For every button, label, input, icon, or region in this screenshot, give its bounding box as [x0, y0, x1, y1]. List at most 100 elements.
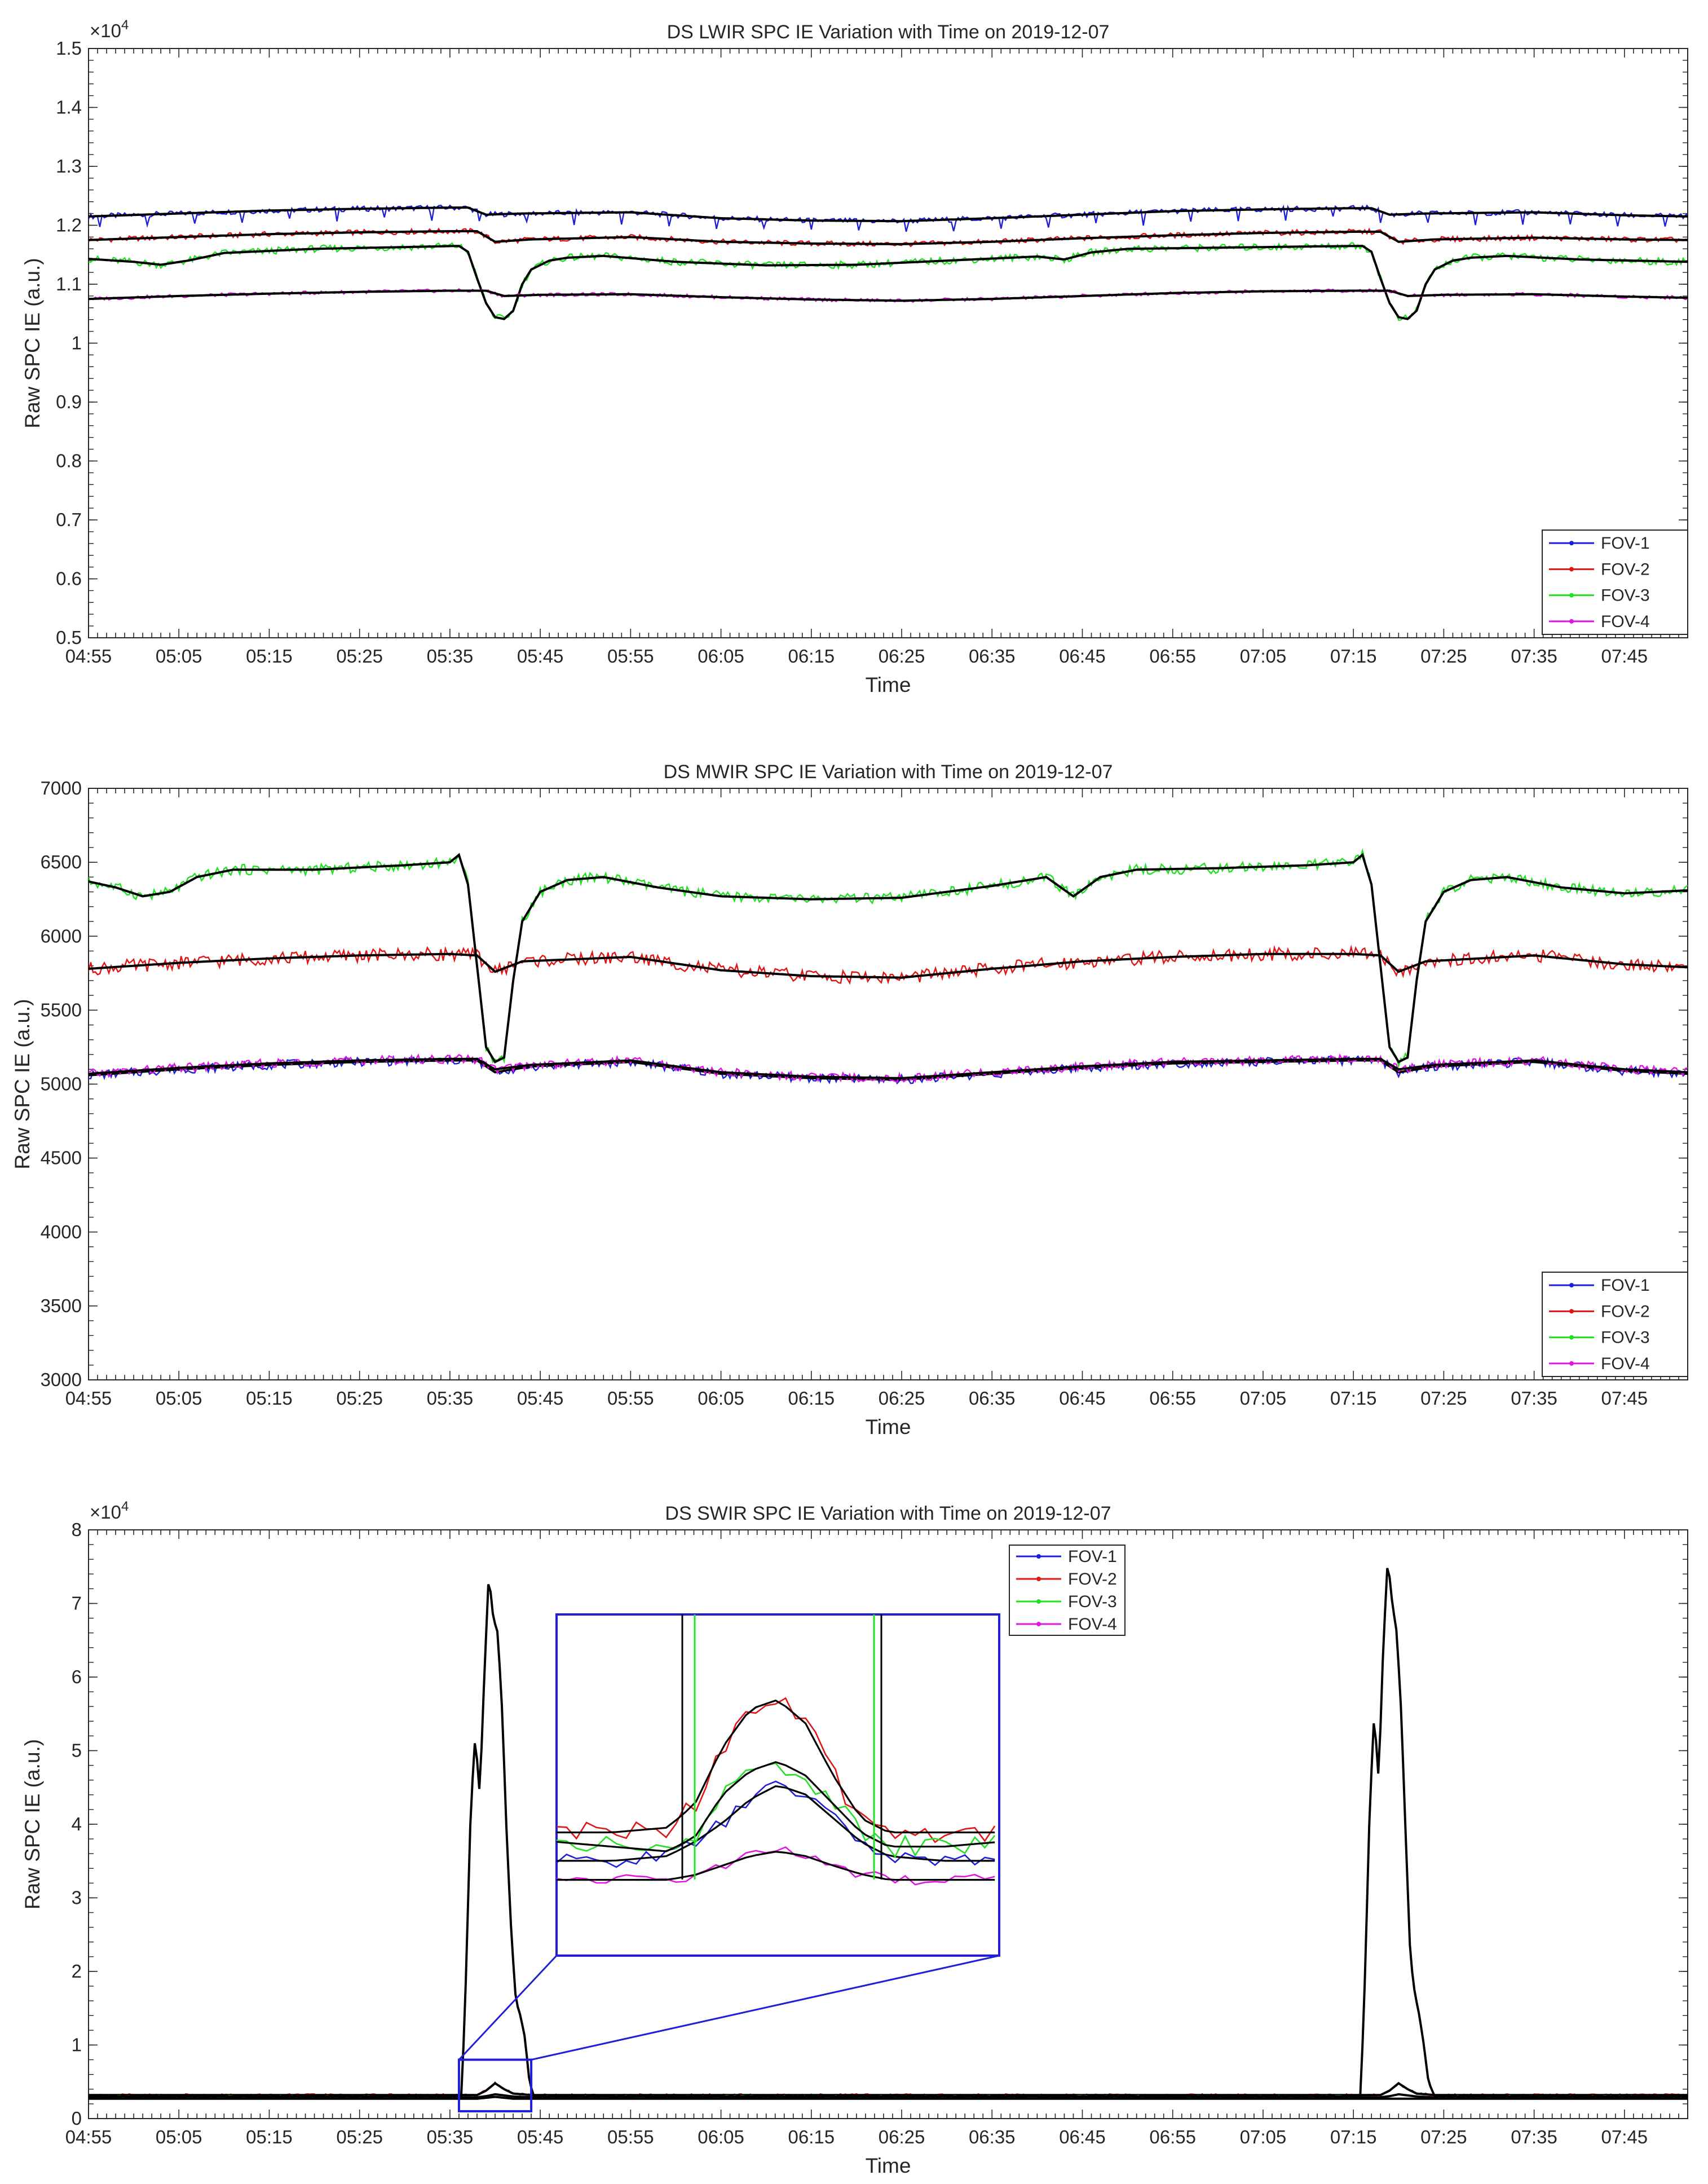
legend-label: FOV-3 — [1068, 1592, 1117, 1611]
y-tick-label: 1.4 — [56, 97, 82, 118]
y-tick-label: 1 — [72, 333, 82, 354]
zoom-source-box — [457, 2058, 533, 2112]
smoothed-line-fov-2 — [89, 2081, 1688, 2097]
x-tick-label: 04:55 — [65, 2126, 112, 2147]
y-tick-label: 1.3 — [56, 156, 82, 177]
x-tick-label: 06:45 — [1059, 646, 1106, 667]
x-tick-label: 07:15 — [1330, 646, 1377, 667]
x-tick-label: 07:25 — [1420, 646, 1467, 667]
x-tick-label: 07:15 — [1330, 2126, 1377, 2147]
smoothed-line-fov-1 — [89, 1059, 1688, 1081]
x-tick-label: 06:05 — [698, 2126, 744, 2147]
y-tick-label: 0.5 — [56, 627, 82, 648]
legend-label: FOV-4 — [1601, 1354, 1650, 1373]
plot-area — [88, 48, 1688, 638]
zoom-inset — [457, 1613, 1000, 2112]
legend-box — [1542, 530, 1688, 635]
legend-marker — [1569, 1335, 1574, 1340]
y-tick-label: 4500 — [41, 1148, 82, 1168]
legend-label: FOV-4 — [1068, 1615, 1117, 1634]
chart-title: DS MWIR SPC IE Variation with Time on 20… — [664, 761, 1113, 783]
x-tick-label: 07:35 — [1511, 2126, 1557, 2147]
y-tick-label: 1 — [72, 2035, 82, 2055]
x-tick-label: 05:15 — [246, 2126, 293, 2147]
x-tick-label: 07:05 — [1240, 646, 1287, 667]
x-tick-label: 06:25 — [879, 646, 925, 667]
smoothed-line-fov-2 — [89, 230, 1688, 245]
x-tick-label: 06:05 — [698, 646, 744, 667]
x-axis-label: Time — [866, 673, 911, 696]
x-tick-label: 07:05 — [1240, 1388, 1287, 1409]
y-axis-label: Raw SPC IE (a.u.) — [11, 999, 34, 1169]
smoothed-line-fov-3 — [89, 853, 1688, 1064]
legend-label: FOV-2 — [1068, 1570, 1117, 1589]
legend-marker — [1569, 567, 1574, 572]
x-tick-label: 06:35 — [969, 646, 1016, 667]
x-tick-label: 07:35 — [1511, 646, 1557, 667]
x-tick-label: 05:55 — [607, 2126, 654, 2147]
smoothed-line-fov-3 — [89, 1568, 1688, 2098]
x-tick-label: 06:25 — [879, 1388, 925, 1409]
x-tick-label: 05:05 — [156, 646, 202, 667]
legend-label: FOV-1 — [1068, 1547, 1117, 1566]
x-tick-label: 07:45 — [1601, 2126, 1648, 2147]
legend-label: FOV-4 — [1601, 612, 1650, 631]
series-group — [89, 848, 1688, 1085]
inset-line-fov-2 — [557, 1697, 996, 1843]
y-tick-label: 0.7 — [56, 509, 82, 530]
legend-marker — [1036, 1599, 1041, 1604]
chart-title: DS LWIR SPC IE Variation with Time on 20… — [667, 21, 1110, 43]
legend-marker — [1569, 593, 1574, 598]
legend-label: FOV-2 — [1601, 1302, 1650, 1321]
legend-marker — [1569, 1309, 1574, 1314]
x-tick-label: 07:45 — [1601, 646, 1648, 667]
y-tick-label: 7 — [72, 1593, 82, 1614]
inset-box — [555, 1613, 1000, 1957]
x-tick-label: 06:35 — [969, 2126, 1016, 2147]
plot-area — [88, 788, 1688, 1380]
x-tick-label: 07:05 — [1240, 2126, 1287, 2147]
x-tick-label: 05:25 — [336, 646, 383, 667]
y-tick-label: 3 — [72, 1887, 82, 1908]
legend-box — [1542, 1272, 1688, 1377]
inset-smoothed-fov-3 — [557, 1761, 995, 1852]
series-line-fov-3 — [89, 242, 1688, 321]
chart-lwir: DS LWIR SPC IE Variation with Time on 20… — [21, 17, 1688, 696]
x-axis-label: Time — [866, 2154, 911, 2177]
y-tick-label: 0.9 — [56, 391, 82, 412]
chart-mwir: DS MWIR SPC IE Variation with Time on 20… — [11, 761, 1688, 1439]
y-tick-label: 2 — [72, 1961, 82, 1982]
y-tick-label: 3500 — [41, 1295, 82, 1316]
x-tick-label: 05:45 — [517, 1388, 564, 1409]
y-tick-label: 8 — [72, 1519, 82, 1540]
x-tick-label: 07:15 — [1330, 1388, 1377, 1409]
y-tick-label: 5500 — [41, 999, 82, 1020]
y-tick-label: 0.6 — [56, 568, 82, 589]
y-tick-label: 4000 — [41, 1221, 82, 1242]
legend-label: FOV-3 — [1601, 586, 1650, 605]
legend-marker — [1569, 619, 1574, 624]
x-tick-label: 05:25 — [336, 2126, 383, 2147]
y-axis-label: Raw SPC IE (a.u.) — [21, 258, 44, 428]
inset-smoothed-fov-1 — [557, 1785, 995, 1862]
legend: FOV-1 FOV-2 FOV-3 FOV-4 — [1542, 530, 1688, 635]
smoothed-line-fov-4 — [89, 289, 1688, 302]
legend-label: FOV-1 — [1601, 534, 1650, 553]
x-tick-label: 05:55 — [607, 1388, 654, 1409]
x-tick-label: 05:35 — [427, 2126, 474, 2147]
x-tick-label: 05:55 — [607, 646, 654, 667]
inset-smoothed-fov-2 — [557, 1699, 995, 1834]
legend-label: FOV-2 — [1601, 560, 1650, 579]
y-tick-label: 1.5 — [56, 38, 82, 59]
legend: FOV-1 FOV-2 FOV-3 FOV-4 — [1542, 1272, 1688, 1377]
x-tick-label: 05:15 — [246, 1388, 293, 1409]
y-axis-label: Raw SPC IE (a.u.) — [21, 1739, 44, 1909]
legend-marker — [1036, 1622, 1041, 1626]
smoothed-line-fov-4 — [89, 2095, 1688, 2100]
y-tick-label: 5 — [72, 1740, 82, 1761]
x-tick-label: 05:45 — [517, 646, 564, 667]
legend-marker — [1569, 1361, 1574, 1366]
y-tick-label: 6000 — [41, 925, 82, 946]
y-tick-label: 1.1 — [56, 273, 82, 294]
smoothed-line-fov-2 — [89, 952, 1688, 979]
